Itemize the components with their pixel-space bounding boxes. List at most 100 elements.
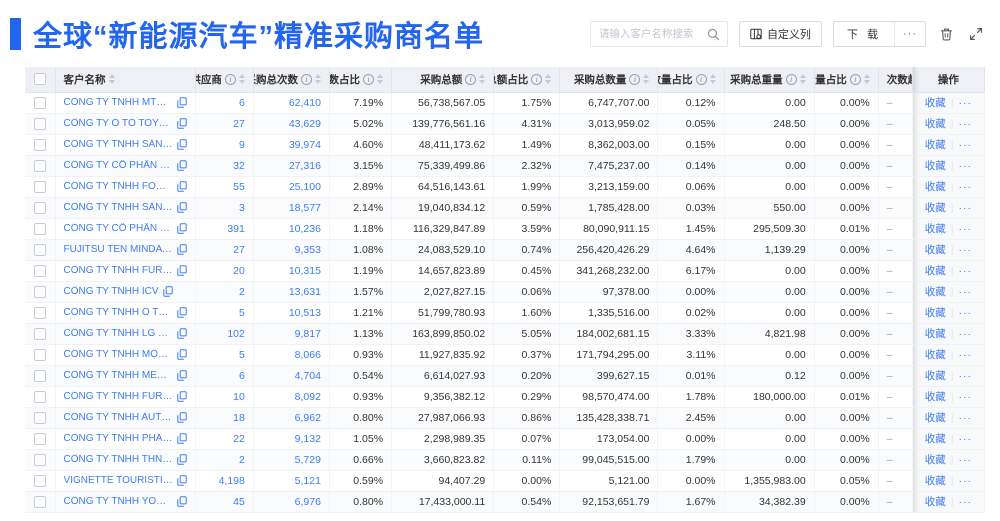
sort-icon[interactable] xyxy=(238,74,245,85)
row-more-button[interactable]: ··· xyxy=(958,411,973,424)
row-more-button[interactable]: ··· xyxy=(958,222,973,235)
favorite-button[interactable]: 收藏 xyxy=(924,412,946,424)
row-checkbox[interactable] xyxy=(33,411,46,424)
row-more-button[interactable]: ··· xyxy=(958,285,973,298)
row-checkbox[interactable] xyxy=(33,96,46,109)
customer-name-link[interactable]: FUJITSU TEN MINDA INDIA PVT... xyxy=(63,244,173,255)
copy-icon[interactable] xyxy=(177,370,187,381)
copy-icon[interactable] xyxy=(177,244,187,255)
row-checkbox[interactable] xyxy=(33,495,46,508)
favorite-button[interactable]: 收藏 xyxy=(924,97,946,109)
row-more-button[interactable]: ··· xyxy=(958,138,973,151)
sort-icon[interactable] xyxy=(108,74,115,85)
info-icon[interactable]: i xyxy=(300,73,312,85)
row-checkbox[interactable] xyxy=(33,453,46,466)
col-header-count_pct[interactable]: 次数占比i xyxy=(329,67,393,93)
col-header-qty[interactable]: 采购总数量 i xyxy=(559,67,659,93)
info-icon[interactable]: i xyxy=(224,73,236,85)
row-checkbox[interactable] xyxy=(33,243,46,256)
customize-columns-button[interactable]: 自定义列 xyxy=(738,21,822,47)
sort-icon[interactable] xyxy=(863,74,870,85)
row-more-button[interactable]: ··· xyxy=(958,264,973,277)
favorite-button[interactable]: 收藏 xyxy=(924,139,946,151)
row-checkbox[interactable] xyxy=(33,369,46,382)
col-header-amount[interactable]: 采购总额 i xyxy=(391,67,495,93)
customer-name-link[interactable]: CÔNG TY TNHH FURUKAWA A... xyxy=(63,391,173,402)
row-checkbox[interactable] xyxy=(33,285,46,298)
col-header-supplier[interactable]: 供应商i xyxy=(195,67,254,93)
search-icon[interactable] xyxy=(707,28,720,41)
row-more-button[interactable]: ··· xyxy=(958,432,973,445)
row-checkbox[interactable] xyxy=(33,306,46,319)
copy-icon[interactable] xyxy=(177,97,187,108)
favorite-button[interactable]: 收藏 xyxy=(924,244,946,256)
col-header-purchase_count[interactable]: 采购总次数i xyxy=(253,67,330,93)
favorite-button[interactable]: 收藏 xyxy=(924,265,946,277)
favorite-button[interactable]: 收藏 xyxy=(924,286,946,298)
search-input[interactable] xyxy=(598,28,707,40)
favorite-button[interactable]: 收藏 xyxy=(924,328,946,340)
customer-name-link[interactable]: CÔNG TY TNHH FORD VIỆT NAM xyxy=(63,181,173,192)
row-checkbox[interactable] xyxy=(33,117,46,130)
info-icon[interactable]: i xyxy=(629,73,641,85)
copy-icon[interactable] xyxy=(177,475,187,486)
favorite-button[interactable]: 收藏 xyxy=(924,475,946,487)
col-header-weight_pct[interactable]: 重量占比i xyxy=(814,67,879,93)
customer-name-link[interactable]: CÔNG TY TNHH MERCEDES–B... xyxy=(63,370,173,381)
row-more-button[interactable]: ··· xyxy=(958,495,973,508)
favorite-button[interactable]: 收藏 xyxy=(924,391,946,403)
sort-icon[interactable] xyxy=(377,74,384,85)
info-icon[interactable]: i xyxy=(531,73,543,85)
copy-icon[interactable] xyxy=(177,265,187,276)
favorite-button[interactable]: 收藏 xyxy=(924,181,946,193)
row-checkbox[interactable] xyxy=(33,201,46,214)
customer-name-link[interactable]: CÔNG TY TNHH FURUKAWA A... xyxy=(63,265,173,276)
customer-name-link[interactable]: CÔNG TY TNHH MTV SẢN XUẤ... xyxy=(63,97,173,108)
row-more-button[interactable]: ··· xyxy=(958,180,973,193)
favorite-button[interactable]: 收藏 xyxy=(924,223,946,235)
col-header-amount_pct[interactable]: 总额占比i xyxy=(493,67,561,93)
customer-name-link[interactable]: CÔNG TY TNHH PHÂN PHỐI T... xyxy=(63,433,173,444)
row-more-button[interactable]: ··· xyxy=(958,474,973,487)
copy-icon[interactable] xyxy=(177,202,187,213)
row-more-button[interactable]: ··· xyxy=(958,453,973,466)
copy-icon[interactable] xyxy=(177,328,187,339)
col-header-name[interactable]: 客户名称 xyxy=(55,67,196,93)
favorite-button[interactable]: 收藏 xyxy=(924,370,946,382)
copy-icon[interactable] xyxy=(177,160,187,171)
copy-icon[interactable] xyxy=(177,181,187,192)
favorite-button[interactable]: 收藏 xyxy=(924,160,946,172)
customer-name-link[interactable]: VIGNETTE TOURISTIQUE G UNI... xyxy=(63,475,173,486)
info-icon[interactable]: i xyxy=(363,73,375,85)
row-checkbox[interactable] xyxy=(33,264,46,277)
sort-icon[interactable] xyxy=(545,74,552,85)
row-more-button[interactable]: ··· xyxy=(958,390,973,403)
row-checkbox[interactable] xyxy=(33,138,46,151)
row-more-button[interactable]: ··· xyxy=(958,201,973,214)
sort-icon[interactable] xyxy=(643,74,650,85)
row-checkbox[interactable] xyxy=(33,474,46,487)
copy-icon[interactable] xyxy=(177,433,187,444)
customer-name-link[interactable]: CÔNG TY TNHH AUTEL VIỆT N... xyxy=(63,412,173,423)
select-all-checkbox[interactable] xyxy=(33,73,46,86)
row-checkbox[interactable] xyxy=(33,159,46,172)
download-more-button[interactable]: ··· xyxy=(894,22,925,46)
info-icon[interactable]: i xyxy=(465,73,477,85)
customer-name-link[interactable]: CÔNG TY TNHH Ô TÔ MITSUBI... xyxy=(63,307,173,318)
favorite-button[interactable]: 收藏 xyxy=(924,454,946,466)
info-icon[interactable]: i xyxy=(849,73,861,85)
customer-search-box[interactable] xyxy=(589,21,728,47)
customer-name-link[interactable]: CÔNG TY CỔ PHẦN SẢN XUẤT... xyxy=(63,223,173,234)
copy-icon[interactable] xyxy=(177,223,187,234)
favorite-button[interactable]: 收藏 xyxy=(924,307,946,319)
favorite-button[interactable]: 收藏 xyxy=(924,202,946,214)
customer-name-link[interactable]: CÔNG TY CỔ PHẦN SẢN XUẤT... xyxy=(63,160,173,171)
row-checkbox[interactable] xyxy=(33,180,46,193)
info-icon[interactable]: i xyxy=(785,73,797,85)
row-checkbox[interactable] xyxy=(33,327,46,340)
row-checkbox[interactable] xyxy=(33,390,46,403)
sort-icon[interactable] xyxy=(709,74,716,85)
customer-name-link[interactable]: CÔNG TY TNHH THN AUTOPAR... xyxy=(63,454,173,465)
customer-name-link[interactable]: CÔNG TY Ô TÔ TOYOTA VIỆT ... xyxy=(63,118,173,129)
fullscreen-button[interactable] xyxy=(967,25,985,43)
